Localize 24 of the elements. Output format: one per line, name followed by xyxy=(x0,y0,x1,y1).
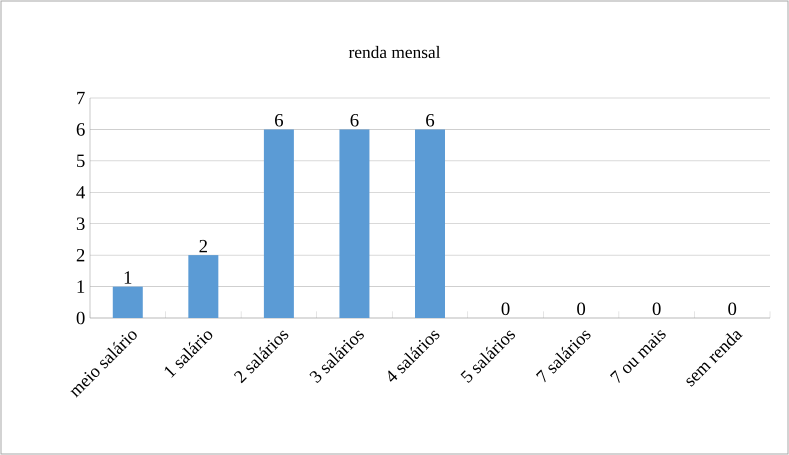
bar xyxy=(188,255,218,318)
data-label: 0 xyxy=(577,302,586,316)
data-label: 0 xyxy=(728,302,736,316)
y-tick-label: 7 xyxy=(77,92,85,104)
y-tick-label: 2 xyxy=(76,248,84,262)
data-label: 1 xyxy=(124,271,132,284)
bar xyxy=(415,129,446,318)
y-tick-label: 0 xyxy=(76,312,85,324)
bar xyxy=(264,129,294,318)
chart-title: renda mensal xyxy=(348,46,440,58)
y-tick-label: 1 xyxy=(78,280,84,293)
data-label: 2 xyxy=(199,240,207,252)
y-tick-label: 4 xyxy=(76,186,86,198)
data-label: 6 xyxy=(275,114,284,127)
bar xyxy=(112,286,143,318)
data-label: 6 xyxy=(426,114,434,127)
data-label: 0 xyxy=(652,302,661,316)
y-tick-label: 5 xyxy=(77,154,85,168)
bar xyxy=(339,129,370,318)
data-label: 0 xyxy=(502,302,510,316)
data-label: 6 xyxy=(350,114,359,127)
y-tick-label: 6 xyxy=(76,123,85,136)
x-tick-label: 7 ou mais xyxy=(610,330,666,383)
y-tick-label: 3 xyxy=(76,217,85,230)
